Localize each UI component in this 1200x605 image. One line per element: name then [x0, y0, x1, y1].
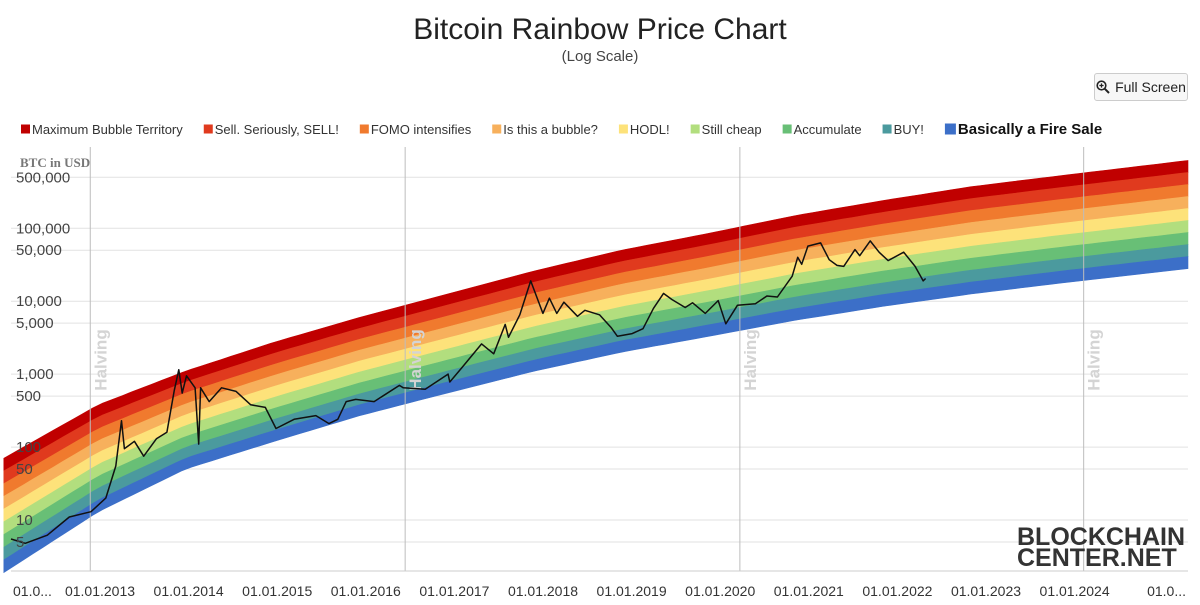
x-tick-label-4: 01.01.2016 — [331, 583, 401, 599]
y-tick-label-6: 5,000 — [16, 315, 54, 332]
legend-swatch-3 — [492, 124, 502, 134]
x-axis: 01.0... 01.01.2013 01.01.2014 01.01.2015 01.… — [11, 570, 1188, 599]
x-tick-label-9: 01.01.2021 — [774, 583, 844, 599]
legend-swatch-2 — [359, 124, 369, 134]
legend-label-1: Sell. Seriously, SELL! — [215, 122, 339, 137]
legend-swatch-7 — [882, 124, 892, 134]
x-tick-label-1: 01.01.2013 — [65, 583, 135, 599]
price-series — [10, 240, 927, 545]
x-tick-label-3: 01.01.2015 — [242, 583, 312, 599]
x-tick-label-8: 01.01.2020 — [685, 583, 755, 599]
x-tick-label-0: 01.0... — [13, 583, 52, 599]
y-tick-label-8: 50,000 — [16, 242, 62, 259]
y-axis-label: BTC in USD — [20, 155, 90, 170]
halving-label-0: Halving — [91, 329, 110, 390]
y-axis: 5 10 50 100 500 1,000 5,000 10,000 50,000 100,000… — [16, 169, 70, 551]
y-tick-label-10: 500,000 — [16, 169, 70, 186]
y-tick-label-9: 100,000 — [16, 220, 70, 237]
legend-label-0: Maximum Bubble Territory — [32, 122, 183, 137]
x-tick-label-2: 01.01.2014 — [154, 583, 224, 599]
legend-label-2: FOMO intensifies — [371, 122, 472, 137]
chart-title: Bitcoin Rainbow Price Chart — [413, 13, 787, 46]
legend: Maximum Bubble Territory Sell. Seriously,… — [21, 121, 1102, 138]
halving-label-2: Halving — [741, 329, 760, 390]
fullscreen-button[interactable]: Full Screen — [1094, 73, 1188, 101]
logo-line-2: CENTER.NET — [1017, 544, 1177, 572]
fullscreen-label: Full Screen — [1115, 79, 1186, 95]
y-tick-label-7: 10,000 — [16, 293, 62, 310]
halving-label-3: Halving — [1085, 329, 1104, 390]
legend-label-8: Basically a Fire Sale — [958, 121, 1102, 138]
legend-swatch-0 — [21, 124, 30, 134]
legend-swatch-1 — [203, 124, 213, 134]
y-tick-label-5: 1,000 — [16, 366, 54, 383]
rainbow-bands — [3, 160, 1189, 574]
legend-swatch-6 — [782, 124, 792, 134]
legend-swatch-5 — [690, 124, 700, 134]
legend-label-4: HODL! — [630, 122, 670, 137]
chart-subtitle: (Log Scale) — [562, 48, 639, 65]
legend-swatch-8 — [944, 123, 956, 135]
x-tick-label-10: 01.01.2022 — [862, 583, 932, 599]
y-tick-label-3: 100 — [16, 439, 41, 456]
y-tick-label-0: 5 — [16, 534, 24, 551]
x-tick-label-5: 01.01.2017 — [419, 583, 489, 599]
y-tick-label-2: 50 — [16, 461, 33, 478]
legend-label-3: Is this a bubble? — [503, 122, 598, 137]
legend-swatch-4 — [618, 124, 628, 134]
x-tick-label-12: 01.01.2024 — [1040, 583, 1110, 599]
x-tick-label-11: 01.01.2023 — [951, 583, 1021, 599]
legend-label-7: BUY! — [894, 122, 924, 137]
magnifier-plus-icon — [1096, 80, 1110, 94]
x-tick-label-13: 01.0... — [1147, 583, 1186, 599]
logo-line-1: BLOCKCHAIN — [1017, 523, 1185, 551]
legend-label-6: Accumulate — [794, 122, 862, 137]
y-tick-label-1: 10 — [16, 512, 33, 529]
halving-markers: Halving Halving Halving Halving — [89, 147, 1104, 571]
blockchaincenter-logo: BLOCKCHAIN CENTER.NET — [1017, 523, 1185, 572]
x-tick-label-7: 01.01.2019 — [597, 583, 667, 599]
halving-label-1: Halving — [406, 329, 425, 390]
x-tick-label-6: 01.01.2018 — [508, 583, 578, 599]
band-8 — [3, 256, 1189, 574]
price-line — [10, 240, 927, 545]
y-tick-label-4: 500 — [16, 388, 41, 405]
legend-label-5: Still cheap — [702, 122, 762, 137]
